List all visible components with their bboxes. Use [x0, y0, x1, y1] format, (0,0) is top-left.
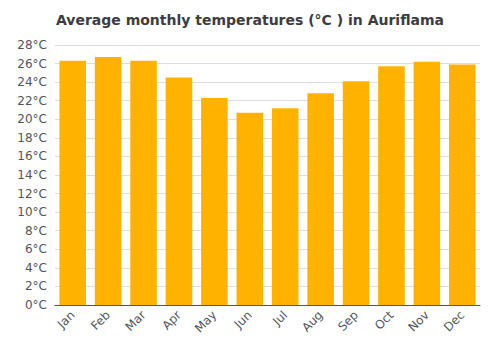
svg-text:Nov: Nov: [405, 308, 431, 334]
svg-text:16°C: 16°C: [17, 149, 47, 163]
svg-text:Oct: Oct: [372, 308, 397, 333]
svg-text:Jul: Jul: [269, 308, 290, 329]
svg-text:10°C: 10°C: [17, 205, 47, 219]
svg-text:26°C: 26°C: [17, 57, 47, 71]
svg-text:Jan: Jan: [54, 308, 78, 332]
svg-text:Apr: Apr: [159, 308, 184, 333]
svg-text:14°C: 14°C: [17, 168, 47, 182]
svg-text:Feb: Feb: [88, 308, 113, 333]
svg-text:Dec: Dec: [441, 308, 467, 334]
svg-text:12°C: 12°C: [17, 187, 47, 201]
svg-text:20°C: 20°C: [17, 112, 47, 126]
svg-text:4°C: 4°C: [25, 261, 47, 275]
svg-text:8°C: 8°C: [25, 224, 47, 238]
svg-text:Mar: Mar: [123, 308, 149, 334]
svg-text:Sep: Sep: [335, 308, 361, 334]
svg-text:6°C: 6°C: [25, 242, 47, 256]
svg-text:2°C: 2°C: [25, 279, 47, 293]
svg-text:28°C: 28°C: [17, 38, 47, 52]
svg-text:0°C: 0°C: [25, 298, 47, 312]
svg-text:May: May: [192, 308, 219, 335]
svg-text:Aug: Aug: [299, 308, 325, 334]
svg-text:Jun: Jun: [231, 308, 255, 332]
svg-text:Average monthly temperatures (: Average monthly temperatures (°C ) in Au…: [56, 12, 444, 28]
svg-text:24°C: 24°C: [17, 75, 47, 89]
svg-text:18°C: 18°C: [17, 131, 47, 145]
svg-text:22°C: 22°C: [17, 94, 47, 108]
